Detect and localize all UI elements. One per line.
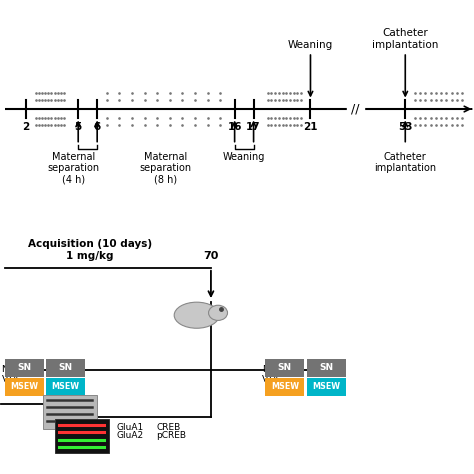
- Bar: [55, 419, 109, 453]
- Bar: [46, 378, 85, 396]
- Text: NAc
VTA: NAc VTA: [1, 365, 20, 384]
- Bar: [265, 378, 304, 396]
- Text: 70: 70: [203, 251, 219, 261]
- Text: Weaning: Weaning: [288, 40, 333, 50]
- Text: NAc
VTA: NAc VTA: [262, 365, 280, 384]
- Bar: [265, 359, 304, 377]
- Text: 16: 16: [228, 122, 242, 132]
- Text: 17: 17: [246, 122, 261, 132]
- Text: MSEW: MSEW: [271, 383, 299, 391]
- Ellipse shape: [174, 302, 219, 328]
- Text: MSEW: MSEW: [10, 383, 38, 391]
- Bar: [5, 378, 44, 396]
- Bar: [307, 359, 346, 377]
- Text: Weaning: Weaning: [223, 152, 265, 162]
- Text: MSEW: MSEW: [51, 383, 80, 391]
- Text: Acquisition (10 days)
1 mg/kg: Acquisition (10 days) 1 mg/kg: [28, 239, 152, 261]
- Bar: [46, 359, 85, 377]
- Text: GluA1: GluA1: [116, 423, 143, 431]
- Text: 53: 53: [398, 122, 412, 132]
- Text: Maternal
separation
(4 h): Maternal separation (4 h): [47, 152, 100, 185]
- Bar: [307, 378, 346, 396]
- Text: Maternal
separation
(8 h): Maternal separation (8 h): [140, 152, 192, 185]
- Text: CREB: CREB: [156, 423, 181, 431]
- Text: SN: SN: [278, 364, 292, 372]
- Text: Catheter
implantation: Catheter implantation: [374, 152, 437, 173]
- Bar: [5, 359, 44, 377]
- Text: 6: 6: [93, 122, 101, 132]
- Text: SN: SN: [58, 364, 73, 372]
- Text: Catheter
implantation: Catheter implantation: [372, 28, 438, 50]
- Text: 21: 21: [303, 122, 318, 132]
- Text: pCREB: pCREB: [156, 431, 186, 440]
- Text: SN: SN: [319, 364, 333, 372]
- Text: MSEW: MSEW: [312, 383, 340, 391]
- Bar: [43, 395, 97, 429]
- Text: GluA2: GluA2: [116, 431, 143, 440]
- Text: 2: 2: [22, 122, 30, 132]
- Text: //: //: [347, 102, 364, 116]
- Ellipse shape: [209, 305, 228, 320]
- Text: SN: SN: [17, 364, 31, 372]
- Text: 5: 5: [74, 122, 82, 132]
